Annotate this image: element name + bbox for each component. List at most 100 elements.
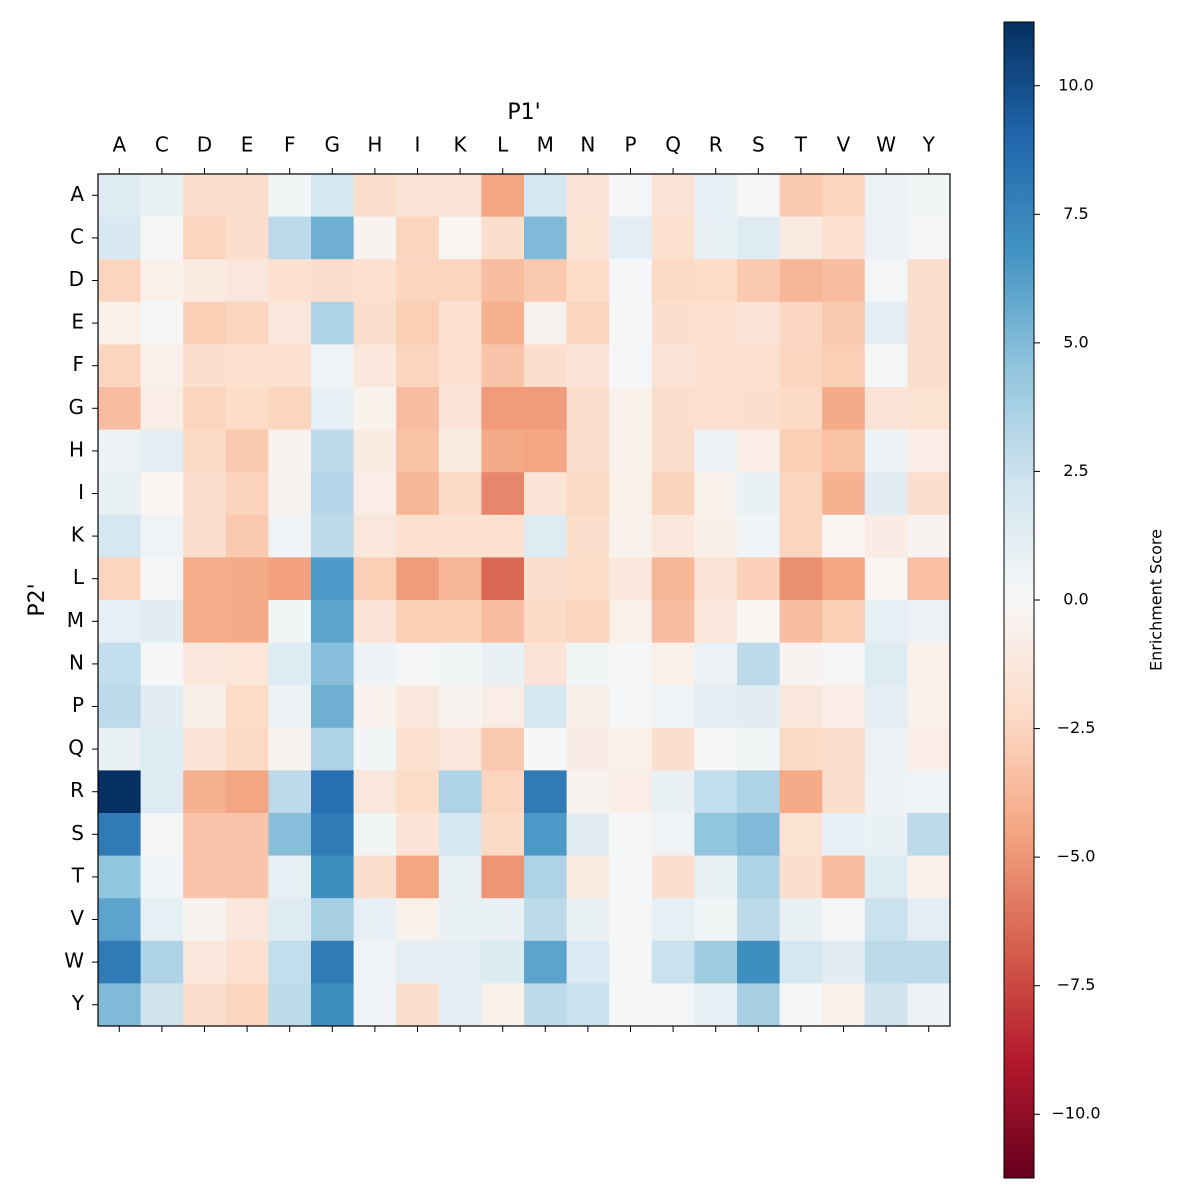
- heatmap-cell: [907, 174, 951, 218]
- heatmap-cell: [481, 259, 525, 303]
- heatmap-cell: [779, 174, 823, 218]
- heatmap-cell: [438, 174, 482, 218]
- heatmap-cell: [311, 600, 355, 644]
- heatmap-cell: [268, 429, 312, 473]
- heatmap-cell: [907, 855, 951, 899]
- heatmap-cell: [396, 600, 440, 644]
- y-tick-label: C: [70, 224, 84, 248]
- heatmap-cell: [140, 855, 184, 899]
- heatmap-cell: [311, 387, 355, 431]
- heatmap-cell: [694, 301, 738, 345]
- heatmap-cell: [864, 813, 908, 857]
- heatmap-cell: [779, 429, 823, 473]
- heatmap-cell: [353, 514, 397, 558]
- heatmap-cell: [609, 770, 653, 814]
- heatmap-cell: [396, 770, 440, 814]
- y-axis-label: P2': [25, 583, 50, 616]
- heatmap-cell: [737, 344, 781, 388]
- heatmap-cell: [694, 514, 738, 558]
- heatmap-cell: [268, 301, 312, 345]
- heatmap-cell: [353, 727, 397, 771]
- colorbar-tick-label: −10.0: [1051, 1104, 1100, 1123]
- heatmap-cell: [98, 301, 142, 345]
- heatmap-cell: [737, 983, 781, 1027]
- heatmap-cell: [183, 259, 227, 303]
- y-tick-label: Y: [71, 991, 85, 1015]
- heatmap-cell: [737, 387, 781, 431]
- heatmap-cell: [864, 557, 908, 601]
- heatmap-cell: [183, 727, 227, 771]
- heatmap-cell: [822, 770, 866, 814]
- x-tick-label: G: [325, 133, 341, 157]
- heatmap-cell: [396, 855, 440, 899]
- heatmap-cell: [311, 514, 355, 558]
- heatmap-cell: [779, 770, 823, 814]
- heatmap-cell: [438, 813, 482, 857]
- heatmap-cell: [98, 642, 142, 686]
- heatmap-cell: [822, 387, 866, 431]
- heatmap-cell: [779, 600, 823, 644]
- heatmap-cell: [651, 301, 695, 345]
- heatmap-cell: [524, 600, 568, 644]
- heatmap-cell: [225, 855, 269, 899]
- heatmap-cell: [651, 855, 695, 899]
- heatmap-cell: [779, 983, 823, 1027]
- x-tick-label: A: [112, 133, 126, 157]
- heatmap-cell: [268, 259, 312, 303]
- heatmap-cell: [864, 642, 908, 686]
- heatmap-cell: [268, 940, 312, 984]
- heatmap-cell: [694, 387, 738, 431]
- heatmap-cell: [609, 429, 653, 473]
- heatmap-cell: [566, 429, 610, 473]
- heatmap-cell: [438, 770, 482, 814]
- heatmap-cell: [481, 642, 525, 686]
- heatmap-cell: [609, 259, 653, 303]
- x-tick-label: D: [197, 133, 212, 157]
- heatmap-cell: [779, 472, 823, 516]
- heatmap-cell: [566, 770, 610, 814]
- heatmap-cell: [225, 429, 269, 473]
- heatmap-cell: [268, 898, 312, 942]
- heatmap-cell: [311, 344, 355, 388]
- heatmap-cell: [225, 472, 269, 516]
- heatmap-cell: [907, 301, 951, 345]
- heatmap-cell: [651, 813, 695, 857]
- heatmap-cell: [438, 983, 482, 1027]
- heatmap-cell: [822, 259, 866, 303]
- heatmap-cell: [566, 983, 610, 1027]
- heatmap-cell: [353, 855, 397, 899]
- y-tick-label: S: [71, 821, 84, 845]
- y-tick-label: Q: [68, 736, 84, 760]
- heatmap-cell: [98, 983, 142, 1027]
- heatmap-cell: [311, 472, 355, 516]
- heatmap-cell: [566, 940, 610, 984]
- heatmap-cell: [438, 514, 482, 558]
- heatmap-cell: [268, 600, 312, 644]
- heatmap-cell: [353, 174, 397, 218]
- heatmap-cell: [98, 174, 142, 218]
- heatmap-cell: [737, 301, 781, 345]
- heatmap-cell: [651, 429, 695, 473]
- heatmap-cell: [225, 727, 269, 771]
- colorbar-tick-label: 7.5: [1063, 204, 1088, 223]
- heatmap-cell: [396, 387, 440, 431]
- heatmap-cell: [438, 940, 482, 984]
- heatmap-cell: [694, 259, 738, 303]
- heatmap-cell: [822, 642, 866, 686]
- heatmap-cell: [98, 472, 142, 516]
- heatmap-cell: [98, 940, 142, 984]
- colorbar: [1003, 21, 1035, 1179]
- colorbar-tick-label: 5.0: [1063, 332, 1088, 351]
- heatmap-cell: [907, 727, 951, 771]
- heatmap-cell: [438, 642, 482, 686]
- x-tick-label: V: [837, 133, 851, 157]
- heatmap-cell: [140, 983, 184, 1027]
- heatmap-cell: [737, 770, 781, 814]
- heatmap-cell: [98, 727, 142, 771]
- heatmap-cell: [524, 514, 568, 558]
- heatmap-cell: [524, 727, 568, 771]
- heatmap-cell: [737, 600, 781, 644]
- heatmap-cell: [140, 301, 184, 345]
- heatmap-cell: [566, 514, 610, 558]
- x-tick-label: W: [876, 133, 896, 157]
